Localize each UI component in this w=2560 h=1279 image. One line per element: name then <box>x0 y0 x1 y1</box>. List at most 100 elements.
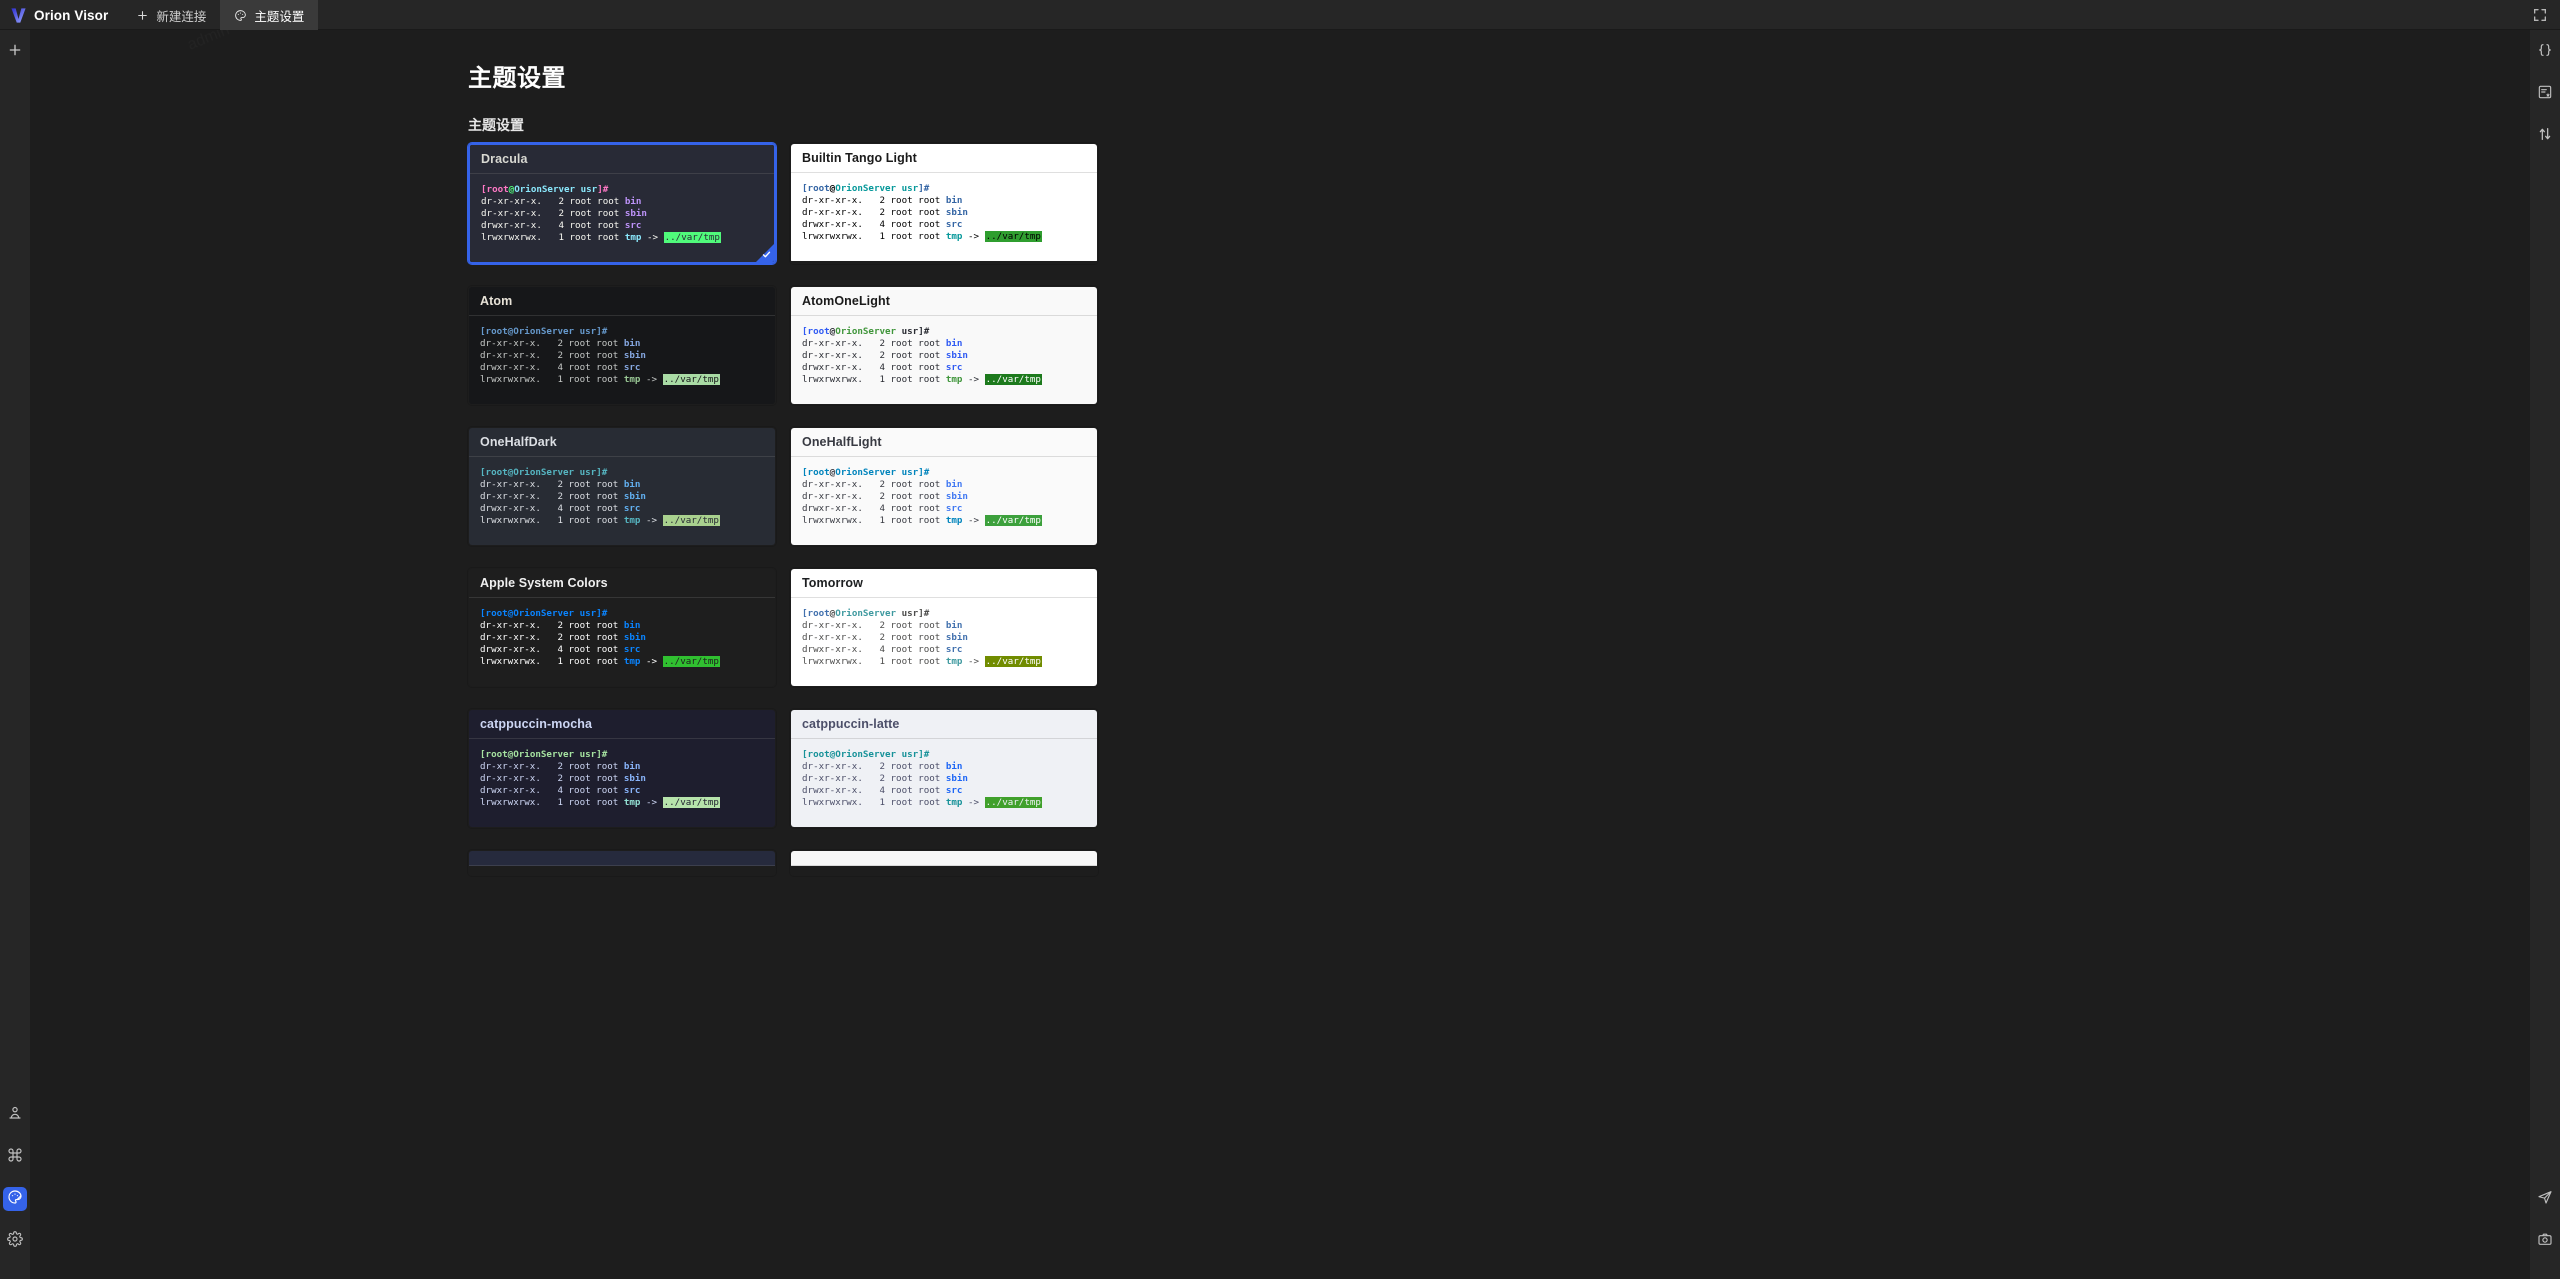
terminal-listing-row: dr-xr-xr-x. 2 root root sbin <box>480 490 646 502</box>
orion-visor-logo-icon <box>10 7 27 24</box>
terminal-listing-row: lrwxrwxrwx. 1 root root tmp -> ../var/tm… <box>480 514 720 526</box>
terminal-preview: [root@OrionServer usr]# dr-xr-xr-x. 2 roo… <box>469 457 775 545</box>
sidebar-item-bookmarks[interactable] <box>2533 82 2557 106</box>
theme-card[interactable]: catppuccin-latte [root@OrionServer usr]# d… <box>790 709 1098 828</box>
theme-settings-page: 主题设置 主题设置 Dracula [root@OrionServer usr]#… <box>30 30 2530 1279</box>
theme-card[interactable]: Tomorrow [root@OrionServer usr]# dr-xr-xr-… <box>790 568 1098 687</box>
terminal-prompt-line: [root@OrionServer usr]# <box>802 608 930 619</box>
right-sidebar <box>2530 30 2560 1279</box>
terminal-listing-row: dr-xr-xr-x. 2 root root sbin <box>802 490 968 502</box>
terminal-preview: [root@OrionServer usr]# dr-xr-xr-x. 2 roo… <box>791 739 1097 827</box>
terminal-preview: [root@OrionServer usr]# dr-xr-xr-x. 2 roo… <box>791 173 1097 261</box>
terminal-listing-row: lrwxrwxrwx. 1 root root tmp -> ../var/tm… <box>480 796 720 808</box>
send-icon <box>2537 1189 2553 1210</box>
theme-name: Tomorrow <box>791 569 1097 598</box>
terminal-listing-row: lrwxrwxrwx. 1 root root tmp -> ../var/tm… <box>802 514 1042 526</box>
sidebar-item-transfer[interactable] <box>2533 124 2557 148</box>
terminal-listing-row: dr-xr-xr-x. 2 root root sbin <box>480 631 646 643</box>
terminal-listing-row: dr-xr-xr-x. 2 root root bin <box>480 760 641 772</box>
terminal-listing-row: dr-xr-xr-x. 2 root root bin <box>480 619 641 631</box>
theme-card[interactable]: Builtin Tango Light [root@OrionServer usr… <box>790 143 1098 264</box>
top-bar: Orion Visor 新建连接 主题设置 <box>0 0 2560 30</box>
theme-name: Builtin Tango Light <box>791 144 1097 173</box>
terminal-listing-row: lrwxrwxrwx. 1 root root tmp -> ../var/tm… <box>480 373 720 385</box>
theme-card[interactable]: AtomOneLight [root@OrionServer usr]# dr-xr… <box>790 286 1098 405</box>
theme-name: AtomOneLight <box>791 287 1097 316</box>
braces-icon <box>2537 42 2553 63</box>
theme-name: OneHalfLight <box>791 428 1097 457</box>
tab-label: 主题设置 <box>254 9 305 24</box>
terminal-prompt-line: [root@OrionServer usr]# <box>480 608 608 619</box>
terminal-listing-row: dr-xr-xr-x. 2 root root bin <box>802 619 963 631</box>
theme-card[interactable]: Atom [root@OrionServer usr]# dr-xr-xr-x. 2… <box>468 286 776 405</box>
terminal-listing-row: dr-xr-xr-x. 2 root root bin <box>802 478 963 490</box>
terminal-listing-row: drwxr-xr-x. 4 root root src <box>480 643 641 655</box>
terminal-listing-row: lrwxrwxrwx. 1 root root tmp -> ../var/tm… <box>802 796 1042 808</box>
app-name: Orion Visor <box>34 7 109 23</box>
theme-name: OneHalfDark <box>469 428 775 457</box>
terminal-listing-row: dr-xr-xr-x. 2 root root bin <box>802 760 963 772</box>
theme-card[interactable]: catppuccin-mocha [root@OrionServer usr]# d… <box>468 709 776 828</box>
terminal-preview: [root@OrionServer usr]# dr-xr-xr-x. 2 roo… <box>469 598 775 686</box>
app-brand: Orion Visor <box>0 0 122 30</box>
theme-name <box>791 851 1097 866</box>
terminal-preview: [root@OrionServer usr]# dr-xr-xr-x. 2 roo… <box>791 598 1097 686</box>
terminal-preview: [root@OrionServer usr]# dr-xr-xr-x. 2 roo… <box>469 316 775 404</box>
terminal-listing-row: dr-xr-xr-x. 2 root root bin <box>480 337 641 349</box>
sidebar-item-theme[interactable] <box>3 1187 27 1211</box>
main-area: 主题设置 主题设置 Dracula [root@OrionServer usr]#… <box>30 30 2530 1279</box>
left-sidebar <box>0 30 30 1279</box>
theme-card[interactable] <box>468 850 776 876</box>
selected-check-icon <box>756 244 774 262</box>
sidebar-item-screenshot[interactable] <box>2533 1229 2557 1253</box>
terminal-listing-row: dr-xr-xr-x. 2 root root sbin <box>802 772 968 784</box>
terminal-listing-row: drwxr-xr-x. 4 root root src <box>802 361 963 373</box>
plus-icon <box>7 42 23 63</box>
terminal-listing-row: drwxr-xr-x. 4 root root src <box>802 784 963 796</box>
terminal-listing-row: lrwxrwxrwx. 1 root root tmp -> ../var/tm… <box>802 373 1042 385</box>
command-icon <box>7 1147 23 1168</box>
terminal-listing-row: dr-xr-xr-x. 2 root root bin <box>802 337 963 349</box>
sidebar-item-snippets[interactable] <box>2533 40 2557 64</box>
terminal-listing-row: drwxr-xr-x. 4 root root src <box>481 219 642 231</box>
palette-icon <box>7 1189 23 1210</box>
terminal-prompt-line: [root@OrionServer usr]# <box>481 184 609 195</box>
terminal-listing-row: dr-xr-xr-x. 2 root root sbin <box>481 207 647 219</box>
theme-card[interactable]: Apple System Colors [root@OrionServer usr… <box>468 568 776 687</box>
terminal-listing-row: drwxr-xr-x. 4 root root src <box>480 784 641 796</box>
fullscreen-icon[interactable] <box>2532 7 2548 23</box>
tab-label: 新建连接 <box>156 9 207 24</box>
tab-theme-settings[interactable]: 主题设置 <box>220 0 319 30</box>
topbar-spacer <box>318 0 2532 29</box>
theme-name: catppuccin-mocha <box>469 710 775 739</box>
theme-name: Dracula <box>470 145 774 174</box>
sidebar-item-settings[interactable] <box>3 1229 27 1253</box>
left-sidebar-top <box>3 30 27 82</box>
terminal-listing-row: drwxr-xr-x. 4 root root src <box>480 502 641 514</box>
terminal-preview: [root@OrionServer usr]# dr-xr-xr-x. 2 roo… <box>791 316 1097 404</box>
transfer-icon <box>2537 126 2553 147</box>
terminal-preview: [root@OrionServer usr]# dr-xr-xr-x. 2 roo… <box>469 739 775 827</box>
terminal-listing-row: drwxr-xr-x. 4 root root src <box>480 361 641 373</box>
terminal-prompt-line: [root@OrionServer usr]# <box>802 326 930 337</box>
terminal-listing-row: lrwxrwxrwx. 1 root root tmp -> ../var/tm… <box>802 230 1042 242</box>
tab-new-connection[interactable]: 新建连接 <box>122 0 220 30</box>
theme-name: Atom <box>469 287 775 316</box>
terminal-preview: [root@OrionServer usr]# dr-xr-xr-x. 2 roo… <box>791 457 1097 545</box>
terminal-listing-row: dr-xr-xr-x. 2 root root bin <box>480 478 641 490</box>
terminal-listing-row: dr-xr-xr-x. 2 root root sbin <box>802 206 968 218</box>
right-sidebar-bottom <box>2533 1187 2557 1279</box>
terminal-listing-row: dr-xr-xr-x. 2 root root sbin <box>802 349 968 361</box>
theme-name: Apple System Colors <box>469 569 775 598</box>
terminal-listing-row: lrwxrwxrwx. 1 root root tmp -> ../var/tm… <box>802 655 1042 667</box>
sidebar-item-send-command[interactable] <box>2533 1187 2557 1211</box>
theme-card[interactable] <box>790 850 1098 876</box>
sidebar-item-command[interactable] <box>3 1145 27 1169</box>
theme-card[interactable]: OneHalfLight [root@OrionServer usr]# dr-xr… <box>790 427 1098 546</box>
theme-card[interactable]: Dracula [root@OrionServer usr]# dr-xr-xr-x… <box>468 143 776 264</box>
terminal-listing-row: dr-xr-xr-x. 2 root root sbin <box>480 772 646 784</box>
file-star-icon <box>2537 84 2553 105</box>
sidebar-item-new-connection[interactable] <box>3 40 27 64</box>
sidebar-item-user[interactable] <box>3 1103 27 1127</box>
theme-card[interactable]: OneHalfDark [root@OrionServer usr]# dr-xr-… <box>468 427 776 546</box>
